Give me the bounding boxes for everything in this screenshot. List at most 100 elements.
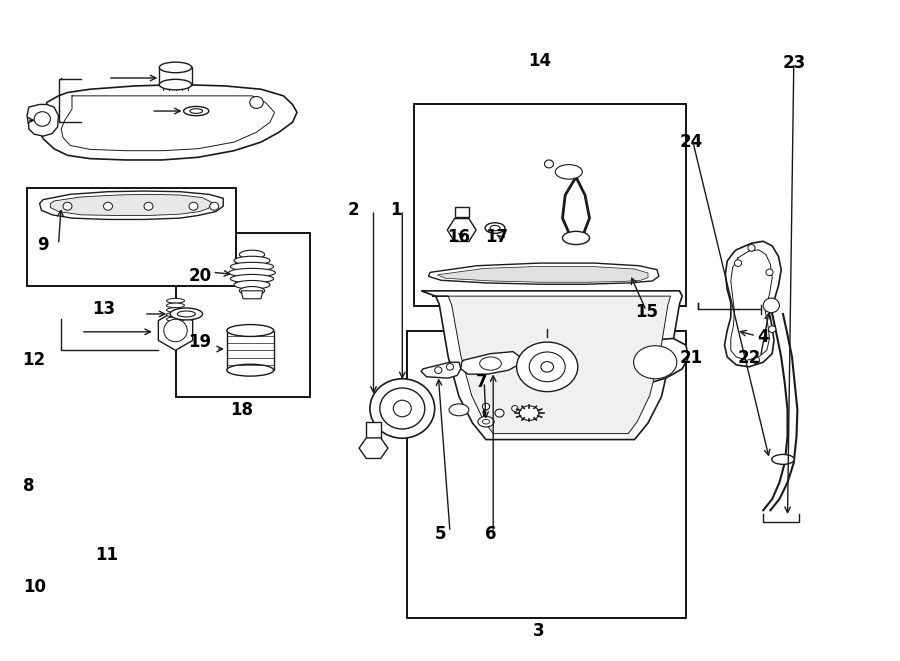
Ellipse shape bbox=[482, 419, 490, 424]
Text: 8: 8 bbox=[23, 477, 34, 495]
Polygon shape bbox=[50, 194, 212, 215]
Bar bbox=[414, 104, 686, 306]
Text: 23: 23 bbox=[782, 54, 806, 72]
Text: 22: 22 bbox=[737, 349, 760, 368]
Polygon shape bbox=[241, 291, 263, 299]
Polygon shape bbox=[421, 362, 461, 378]
Text: 21: 21 bbox=[680, 349, 703, 368]
Ellipse shape bbox=[227, 325, 274, 336]
Ellipse shape bbox=[435, 367, 442, 373]
Text: 20: 20 bbox=[188, 267, 212, 286]
Ellipse shape bbox=[517, 342, 578, 391]
Polygon shape bbox=[461, 352, 520, 374]
Ellipse shape bbox=[234, 256, 270, 265]
Ellipse shape bbox=[752, 357, 760, 364]
Text: 2: 2 bbox=[348, 201, 359, 219]
Text: 9: 9 bbox=[38, 235, 49, 254]
Text: 7: 7 bbox=[476, 373, 487, 391]
Ellipse shape bbox=[166, 322, 184, 326]
Ellipse shape bbox=[190, 108, 203, 114]
Ellipse shape bbox=[166, 312, 184, 317]
Ellipse shape bbox=[164, 319, 187, 342]
Polygon shape bbox=[421, 291, 682, 440]
Ellipse shape bbox=[159, 79, 192, 90]
Ellipse shape bbox=[772, 455, 794, 464]
Ellipse shape bbox=[184, 106, 209, 116]
Text: 5: 5 bbox=[436, 525, 446, 543]
Ellipse shape bbox=[519, 406, 539, 420]
Text: 16: 16 bbox=[447, 227, 471, 246]
Ellipse shape bbox=[189, 202, 198, 210]
Ellipse shape bbox=[239, 287, 265, 295]
Ellipse shape bbox=[529, 352, 565, 382]
Ellipse shape bbox=[144, 202, 153, 210]
Ellipse shape bbox=[159, 62, 192, 73]
Ellipse shape bbox=[63, 202, 72, 210]
Polygon shape bbox=[40, 85, 297, 160]
Ellipse shape bbox=[482, 403, 490, 410]
Text: 11: 11 bbox=[94, 546, 118, 564]
Ellipse shape bbox=[34, 112, 50, 126]
Text: 4: 4 bbox=[758, 328, 769, 346]
Polygon shape bbox=[27, 104, 58, 136]
Polygon shape bbox=[359, 438, 388, 459]
Ellipse shape bbox=[177, 311, 195, 317]
Ellipse shape bbox=[766, 269, 773, 276]
Polygon shape bbox=[428, 263, 659, 284]
Ellipse shape bbox=[634, 346, 677, 379]
Text: 14: 14 bbox=[528, 52, 552, 70]
Text: 19: 19 bbox=[188, 333, 212, 352]
Ellipse shape bbox=[480, 357, 501, 370]
Ellipse shape bbox=[478, 416, 494, 427]
Polygon shape bbox=[454, 207, 469, 217]
Polygon shape bbox=[40, 191, 223, 219]
Polygon shape bbox=[227, 330, 274, 370]
Polygon shape bbox=[159, 67, 192, 85]
Polygon shape bbox=[447, 219, 476, 241]
Text: 15: 15 bbox=[634, 303, 658, 321]
Polygon shape bbox=[432, 296, 670, 434]
Ellipse shape bbox=[485, 223, 505, 233]
Ellipse shape bbox=[229, 268, 275, 277]
Text: 13: 13 bbox=[92, 300, 115, 319]
Bar bbox=[407, 330, 686, 618]
Ellipse shape bbox=[239, 250, 265, 258]
Ellipse shape bbox=[227, 364, 274, 376]
Ellipse shape bbox=[748, 245, 755, 251]
Polygon shape bbox=[366, 422, 381, 442]
Ellipse shape bbox=[370, 379, 435, 438]
Ellipse shape bbox=[166, 317, 184, 321]
Ellipse shape bbox=[166, 308, 184, 313]
Polygon shape bbox=[616, 338, 688, 385]
Ellipse shape bbox=[210, 202, 219, 210]
Ellipse shape bbox=[541, 362, 554, 372]
Ellipse shape bbox=[234, 280, 270, 289]
Ellipse shape bbox=[170, 308, 202, 320]
Ellipse shape bbox=[511, 405, 517, 411]
Bar bbox=[176, 233, 310, 397]
Text: 24: 24 bbox=[680, 133, 703, 151]
Ellipse shape bbox=[491, 225, 500, 231]
Ellipse shape bbox=[166, 303, 184, 307]
Ellipse shape bbox=[763, 298, 779, 313]
Text: 3: 3 bbox=[533, 622, 544, 641]
Ellipse shape bbox=[562, 231, 590, 245]
Ellipse shape bbox=[380, 388, 425, 429]
Polygon shape bbox=[475, 334, 621, 400]
Ellipse shape bbox=[230, 262, 274, 271]
Polygon shape bbox=[158, 311, 193, 350]
Ellipse shape bbox=[446, 364, 454, 370]
Ellipse shape bbox=[166, 299, 184, 303]
Ellipse shape bbox=[393, 400, 411, 416]
Text: 10: 10 bbox=[22, 578, 46, 596]
Polygon shape bbox=[724, 241, 781, 367]
Text: 1: 1 bbox=[391, 201, 401, 219]
Ellipse shape bbox=[544, 160, 554, 168]
Ellipse shape bbox=[104, 202, 112, 210]
Text: 12: 12 bbox=[22, 351, 46, 369]
Ellipse shape bbox=[555, 165, 582, 179]
Ellipse shape bbox=[230, 274, 274, 283]
Text: 17: 17 bbox=[485, 227, 508, 246]
Ellipse shape bbox=[734, 260, 742, 266]
Ellipse shape bbox=[769, 326, 776, 332]
